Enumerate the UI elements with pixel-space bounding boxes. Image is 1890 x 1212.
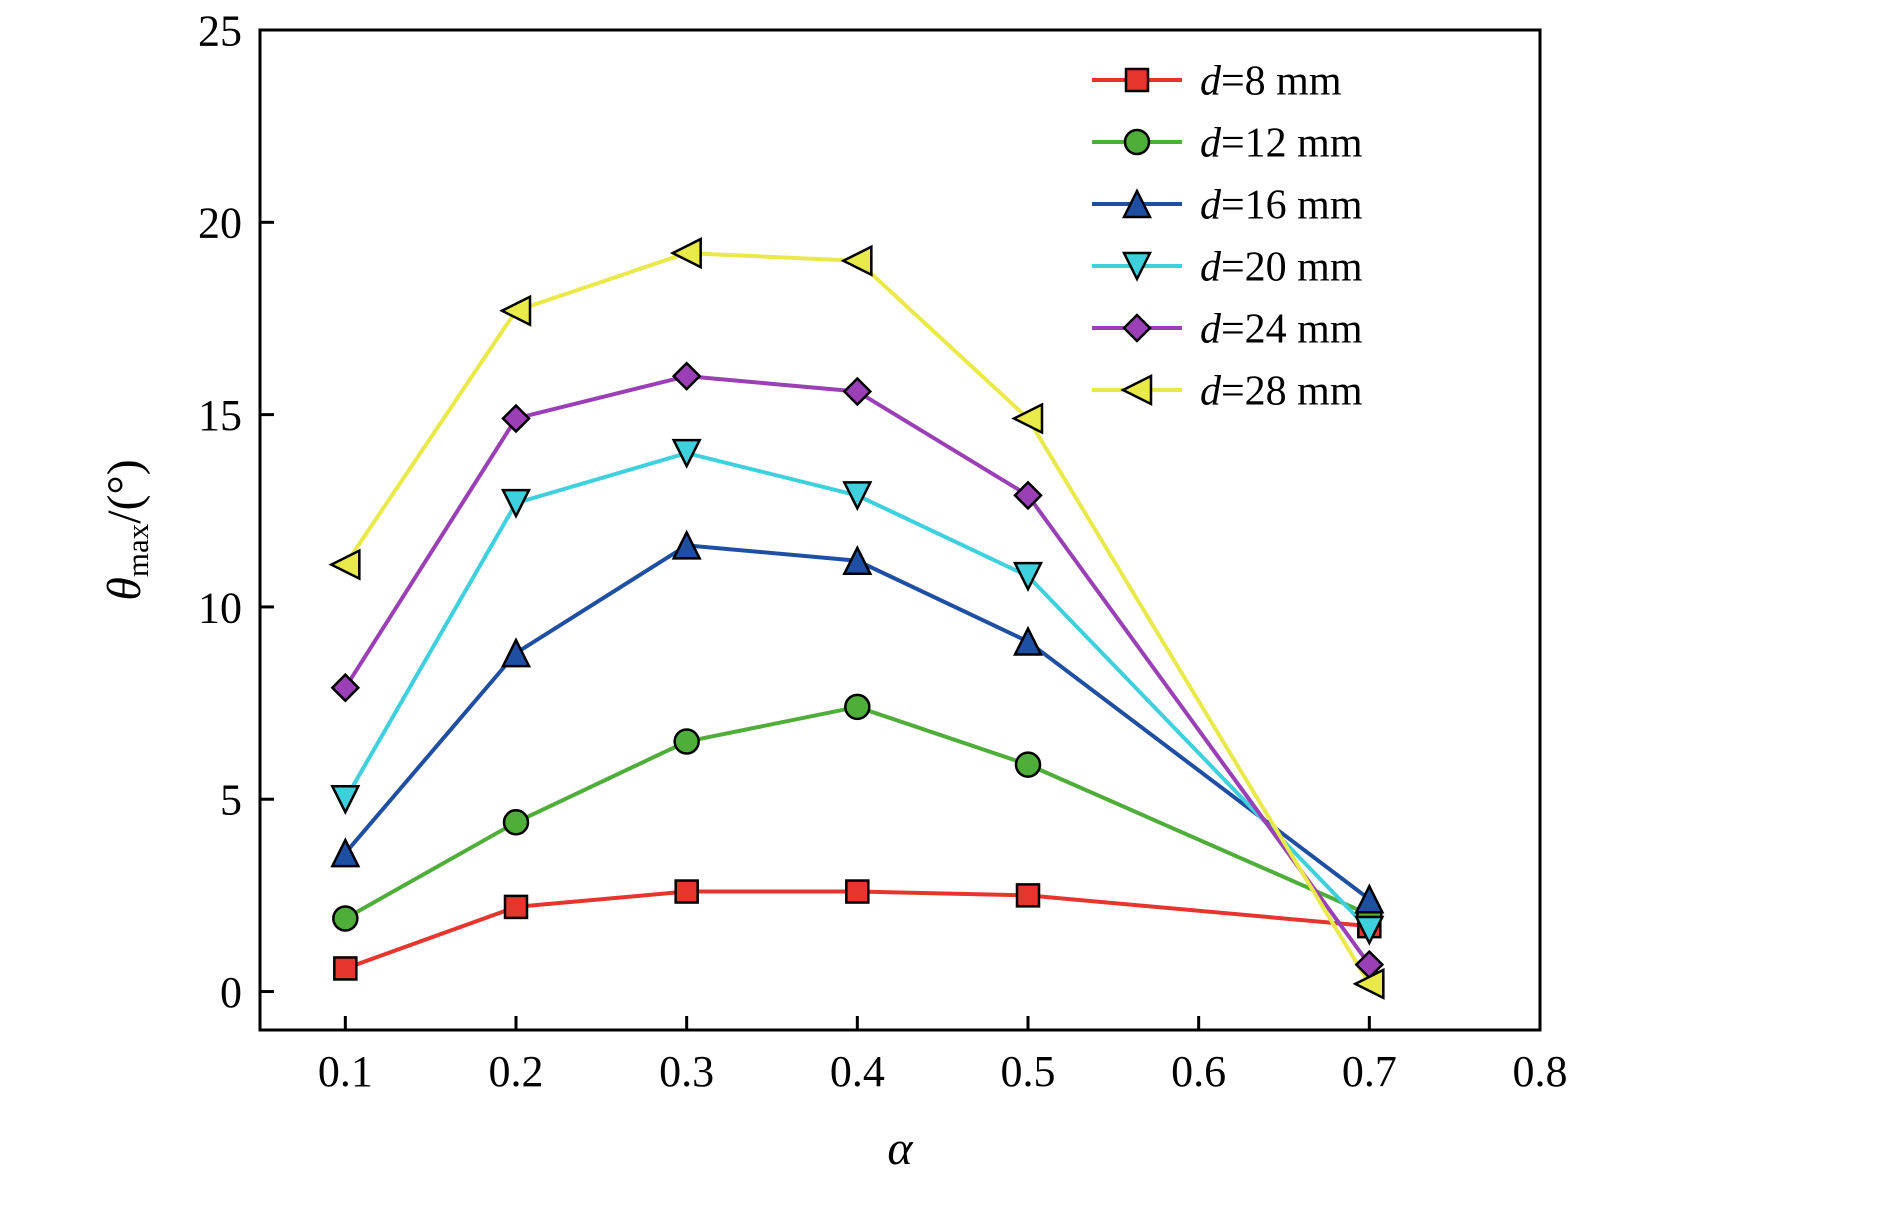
svg-text:15: 15 xyxy=(198,391,242,440)
svg-text:d=28 mm: d=28 mm xyxy=(1200,369,1363,415)
svg-text:20: 20 xyxy=(198,199,242,248)
svg-text:d=8 mm: d=8 mm xyxy=(1200,59,1342,105)
svg-text:d=12 mm: d=12 mm xyxy=(1200,121,1363,167)
svg-text:0.3: 0.3 xyxy=(659,1047,714,1096)
line-chart: 0.10.20.30.40.50.60.70.80510152025αθmax/… xyxy=(0,0,1890,1212)
svg-text:d=24 mm: d=24 mm xyxy=(1200,307,1363,353)
svg-text:25: 25 xyxy=(198,6,242,55)
svg-text:0.7: 0.7 xyxy=(1342,1047,1397,1096)
svg-text:0.2: 0.2 xyxy=(489,1047,544,1096)
svg-text:0.6: 0.6 xyxy=(1171,1047,1226,1096)
chart-container: 0.10.20.30.40.50.60.70.80510152025αθmax/… xyxy=(0,0,1890,1212)
svg-text:d=20 mm: d=20 mm xyxy=(1200,245,1363,291)
svg-text:5: 5 xyxy=(220,776,242,825)
svg-text:0.5: 0.5 xyxy=(1001,1047,1056,1096)
svg-text:10: 10 xyxy=(198,583,242,632)
svg-text:0.8: 0.8 xyxy=(1513,1047,1568,1096)
svg-text:α: α xyxy=(887,1122,913,1175)
svg-text:d=16 mm: d=16 mm xyxy=(1200,183,1363,229)
svg-text:0: 0 xyxy=(220,968,242,1017)
svg-text:0.1: 0.1 xyxy=(318,1047,373,1096)
svg-text:0.4: 0.4 xyxy=(830,1047,885,1096)
